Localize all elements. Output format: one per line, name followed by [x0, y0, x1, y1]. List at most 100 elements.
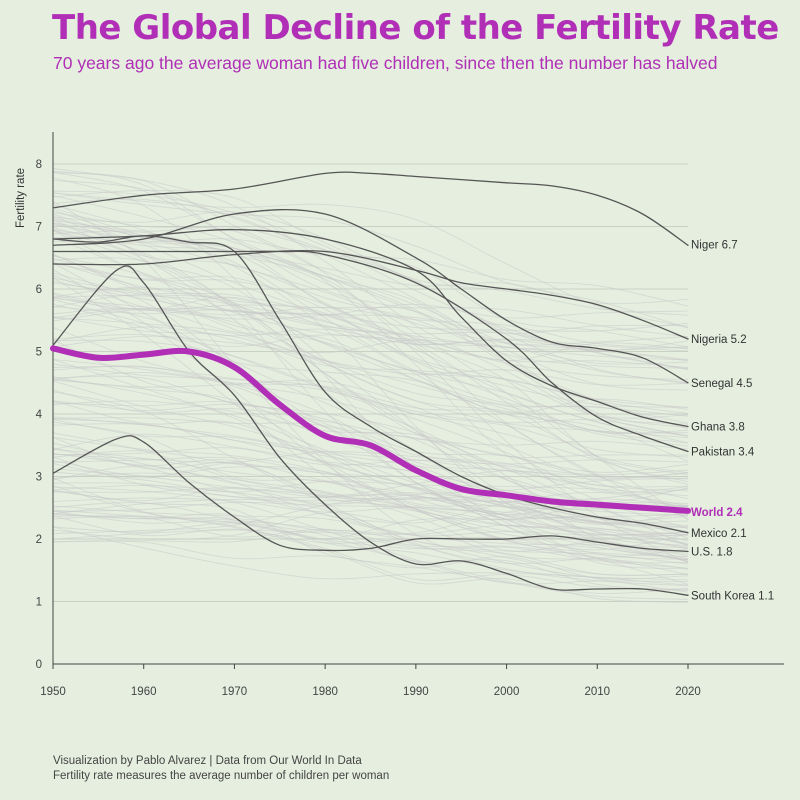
background-country-line [52, 433, 689, 526]
series-line-pakistan [52, 250, 689, 453]
y-tick-label: 7 [36, 222, 42, 234]
y-tick-label: 5 [36, 347, 42, 359]
y-tick-label: 2 [36, 534, 42, 546]
series-line-world [50, 345, 691, 514]
background-country-line [52, 477, 689, 590]
y-tick-label: 8 [36, 159, 42, 171]
background-country-lines [52, 168, 689, 604]
background-country-line [52, 363, 689, 476]
background-country-line [52, 293, 689, 447]
series-label-mexico: Mexico 2.1 [691, 528, 747, 540]
background-country-line [52, 195, 689, 428]
background-country-line [52, 228, 689, 520]
series-label-south-korea: South Korea 1.1 [691, 590, 774, 602]
background-country-line [52, 488, 689, 510]
background-country-line [52, 171, 689, 530]
x-tick-label: 1970 [222, 686, 248, 698]
background-country-line [52, 447, 689, 466]
background-country-line [52, 448, 689, 525]
background-country-line [52, 280, 689, 335]
y-tick-label: 0 [36, 659, 42, 671]
x-tick-label: 1950 [40, 686, 66, 698]
series-label-world: World 2.4 [691, 507, 743, 519]
x-tick-label: 1990 [403, 686, 429, 698]
background-country-line [52, 215, 689, 492]
background-country-line [52, 305, 689, 352]
background-country-line [52, 299, 689, 494]
series-line-u-s [52, 435, 689, 553]
background-country-line [52, 170, 689, 425]
series-line-nigeria [52, 249, 689, 340]
background-country-line [52, 339, 689, 563]
background-country-line [52, 492, 689, 540]
series-line-niger [52, 171, 689, 246]
background-country-line [52, 327, 689, 507]
series-label-pakistan: Pakistan 3.4 [691, 447, 755, 459]
series-end-labels: Niger 6.7 Nigeria 5.2 Senegal 4.5 Ghana 3.8… [691, 239, 774, 602]
y-axis-title: Fertility rate [15, 168, 27, 228]
y-tick-label: 1 [36, 597, 42, 609]
background-country-line [52, 179, 689, 384]
background-country-line [52, 317, 689, 386]
background-country-line [52, 400, 689, 458]
background-country-line [52, 192, 689, 329]
background-country-line [52, 401, 689, 560]
background-country-line [52, 389, 689, 450]
credit-text: Visualization by Pablo Alvarez | Data fr… [53, 755, 362, 767]
chart-footer: Visualization by Pablo Alvarez | Data fr… [53, 754, 389, 784]
background-country-line [52, 286, 689, 424]
background-country-line [52, 168, 689, 346]
background-country-line [52, 482, 689, 502]
chart-title: The Global Decline of the Fertility Rate [52, 8, 779, 48]
background-country-line [52, 456, 689, 570]
y-tick-label: 3 [36, 472, 42, 484]
background-country-line [52, 230, 689, 439]
background-country-line [52, 485, 689, 604]
x-tick-label: 1960 [131, 686, 157, 698]
background-country-line [52, 269, 689, 558]
background-country-line [52, 339, 689, 458]
series-label-u-s: U.S. 1.8 [691, 547, 733, 559]
background-country-line [52, 452, 689, 549]
background-country-line [52, 359, 689, 585]
background-country-line [52, 462, 689, 564]
background-country-line [52, 485, 689, 565]
background-country-line [52, 447, 689, 561]
series-line-south-korea [52, 265, 689, 596]
background-country-line [52, 213, 689, 381]
background-country-line [52, 400, 689, 479]
background-country-line [52, 472, 689, 516]
background-country-line [52, 335, 689, 362]
background-country-line [52, 240, 689, 430]
series-label-niger: Niger 6.7 [691, 239, 738, 251]
country-series-lines [50, 171, 691, 596]
background-country-line [52, 229, 689, 547]
x-tick-label: 2000 [494, 686, 520, 698]
background-country-line [52, 465, 689, 536]
y-tick-label: 6 [36, 284, 42, 296]
x-tick-label: 1980 [312, 686, 338, 698]
background-country-line [52, 365, 689, 474]
definition-note: Fertility rate measures the average numb… [53, 770, 390, 782]
background-country-line [52, 515, 689, 585]
background-country-line [52, 470, 689, 498]
x-tick-label: 2010 [584, 686, 610, 698]
axes: 0 1 2 3 4 5 6 7 8 1950 1960 1970 1980 1990 2000 2010 202… [15, 132, 784, 698]
x-tick-label: 2020 [675, 686, 701, 698]
background-country-line [52, 297, 689, 349]
background-country-line [52, 502, 689, 591]
series-label-nigeria: Nigeria 5.2 [691, 334, 747, 346]
chart-subtitle: 70 years ago the average woman had five … [53, 53, 718, 73]
background-country-line [52, 255, 689, 365]
background-country-line [52, 303, 689, 414]
background-country-line [52, 334, 689, 368]
background-country-line [52, 497, 689, 524]
background-country-line [52, 421, 689, 539]
background-country-line [52, 224, 689, 307]
background-country-line [52, 510, 689, 569]
series-label-senegal: Senegal 4.5 [691, 378, 752, 390]
background-country-line [52, 540, 689, 580]
background-country-line [52, 198, 689, 391]
background-country-line [52, 400, 689, 561]
